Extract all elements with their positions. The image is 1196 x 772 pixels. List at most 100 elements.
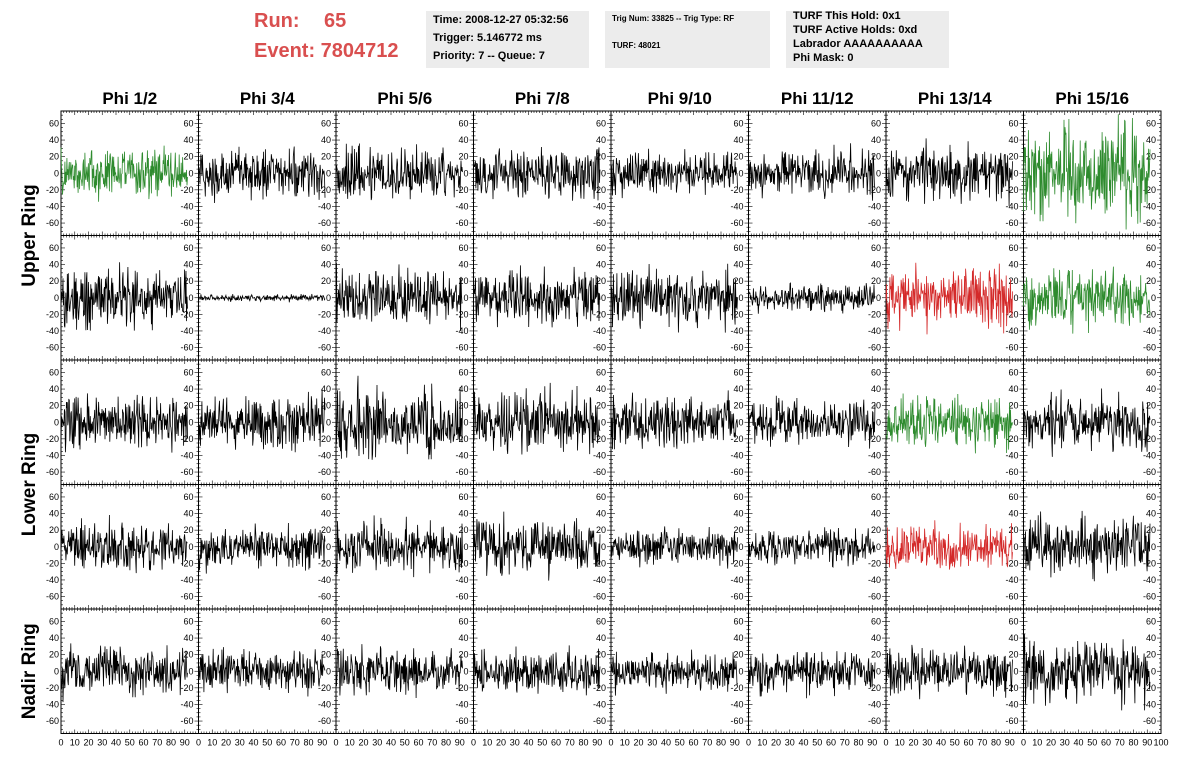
y-tick-label: -60 xyxy=(180,592,193,602)
y-tick-label: -60 xyxy=(730,343,743,353)
y-tick-label: -40 xyxy=(1005,326,1018,336)
y-tick-label: 60 xyxy=(871,367,881,377)
y-tick-label-left: 60 xyxy=(49,118,59,128)
y-tick-label: 20 xyxy=(458,525,468,535)
y-tick-label: 60 xyxy=(321,367,331,377)
y-tick-label: -40 xyxy=(593,575,606,585)
trigger-info-box: Trig Num: 33825 -- Trig Type: RF TURF: 4… xyxy=(605,11,770,68)
y-tick-label: 20 xyxy=(733,152,743,162)
y-tick-label: 40 xyxy=(321,260,331,270)
y-tick-label: -20 xyxy=(318,309,331,319)
y-tick-label: -60 xyxy=(318,343,331,353)
y-tick-label-left: 60 xyxy=(49,492,59,502)
waveform-panel: 60 40 20 0 -20 -40 -60 xyxy=(335,484,474,610)
y-tick-label: -60 xyxy=(318,467,331,477)
waveform-panel: 60 40 20 0 -20 -40 -60 xyxy=(610,359,749,485)
y-tick-label: 0 xyxy=(738,417,743,427)
y-tick-label: -20 xyxy=(180,558,193,568)
time-info-box: Time: 2008-12-27 05:32:56 Trigger: 5.146… xyxy=(426,11,589,68)
waveform-panel: 60 40 20 0 -20 -40 -60 xyxy=(1023,235,1162,361)
y-tick-label: 0 xyxy=(326,542,331,552)
y-tick-label: -20 xyxy=(1143,434,1156,444)
column-header: Phi 11/12 xyxy=(781,89,854,108)
waveform-panel: 60 40 20 0 -20 -40 -60 xyxy=(1023,110,1162,236)
column-header: Phi 9/10 xyxy=(648,89,712,108)
y-tick-label: 60 xyxy=(321,492,331,502)
y-tick-label-left: 20 xyxy=(49,152,59,162)
trig-num-type-text: Trig Num: 33825 -- Trig Type: RF xyxy=(612,14,735,23)
y-tick-label: -60 xyxy=(593,343,606,353)
y-tick-label-left: -20 xyxy=(46,558,59,568)
waveform-panel: 60 40 20 0 -20 -40 -60 xyxy=(473,359,612,485)
y-tick-label: 60 xyxy=(458,367,468,377)
y-tick-label: 0 xyxy=(876,293,881,303)
turf-this-hold-text: TURF This Hold: 0x1 xyxy=(793,10,901,22)
y-tick-label-left: -40 xyxy=(46,326,59,336)
y-tick-label: 0 xyxy=(1151,168,1156,178)
y-tick-label: -20 xyxy=(180,434,193,444)
waveform-panel: 60 40 20 0 -20 -40 -60 xyxy=(198,235,337,361)
y-tick-label: -40 xyxy=(1143,326,1156,336)
y-tick-label: -20 xyxy=(318,558,331,568)
y-tick-label: -20 xyxy=(1005,434,1018,444)
waveform-trace xyxy=(60,145,188,202)
y-tick-label: -60 xyxy=(730,218,743,228)
y-tick-label: 0 xyxy=(601,417,606,427)
column-header: Phi 13/14 xyxy=(918,89,992,108)
row-group-label: Nadir Ring xyxy=(19,623,40,719)
y-tick-label: 60 xyxy=(458,243,468,253)
y-tick-label: -60 xyxy=(1143,467,1156,477)
y-tick-label: -40 xyxy=(730,575,743,585)
y-tick-label-left: 0 xyxy=(54,417,59,427)
y-tick-label: 40 xyxy=(1008,384,1018,394)
y-tick-label: 20 xyxy=(1146,152,1156,162)
waveform-panel: 60 40 20 0 -20 -40 -60 xyxy=(610,110,749,236)
y-tick-label: 60 xyxy=(871,243,881,253)
y-tick-label: -20 xyxy=(730,185,743,195)
y-tick-label: -20 xyxy=(455,309,468,319)
y-tick-label: 60 xyxy=(596,118,606,128)
y-tick-label: 40 xyxy=(871,135,881,145)
y-tick-label: -40 xyxy=(318,201,331,211)
y-tick-label: -40 xyxy=(593,201,606,211)
y-tick-label: 0 xyxy=(738,542,743,552)
y-tick-label: 40 xyxy=(596,260,606,270)
y-tick-label: -60 xyxy=(730,592,743,602)
waveform-trace xyxy=(748,282,876,314)
y-tick-label: -20 xyxy=(730,434,743,444)
y-tick-label-left: 40 xyxy=(49,260,59,270)
y-tick-label: 20 xyxy=(458,152,468,162)
y-tick-label: 20 xyxy=(183,276,193,286)
y-tick-label: -60 xyxy=(593,467,606,477)
panel-frame xyxy=(610,359,749,485)
y-tick-label: -40 xyxy=(730,201,743,211)
y-tick-label: 20 xyxy=(1008,152,1018,162)
y-tick-label-left: 20 xyxy=(49,401,59,411)
waveform-trace xyxy=(473,511,601,581)
y-tick-label: 60 xyxy=(733,367,743,377)
y-tick-label: 40 xyxy=(733,260,743,270)
priority-queue-text: Priority: 7 -- Queue: 7 xyxy=(433,50,545,62)
y-tick-label: -60 xyxy=(455,592,468,602)
y-tick-label: 0 xyxy=(601,168,606,178)
column-header: Phi 7/8 xyxy=(515,89,570,108)
y-tick-label-left: 40 xyxy=(49,509,59,519)
y-tick-label: -60 xyxy=(593,218,606,228)
y-tick-label: 60 xyxy=(733,492,743,502)
column-header: Phi 1/2 xyxy=(102,89,157,108)
y-tick-label: 60 xyxy=(596,367,606,377)
waveform-trace xyxy=(610,390,738,450)
turf-info-box: TURF This Hold: 0x1 TURF Active Holds: 0… xyxy=(786,10,949,68)
y-tick-label-left: 40 xyxy=(49,384,59,394)
y-tick-label: 60 xyxy=(183,492,193,502)
y-tick-label: -20 xyxy=(318,434,331,444)
y-tick-label-left: 60 xyxy=(49,367,59,377)
y-tick-label: -20 xyxy=(593,185,606,195)
waveform-panel: 60 40 20 0 -20 -40 -60 xyxy=(198,484,337,610)
y-tick-label: 40 xyxy=(1008,135,1018,145)
waveform-trace xyxy=(335,263,463,332)
y-tick-label: 60 xyxy=(458,118,468,128)
waveform-trace xyxy=(748,143,876,201)
y-tick-label: 0 xyxy=(463,542,468,552)
y-tick-label: -40 xyxy=(455,450,468,460)
